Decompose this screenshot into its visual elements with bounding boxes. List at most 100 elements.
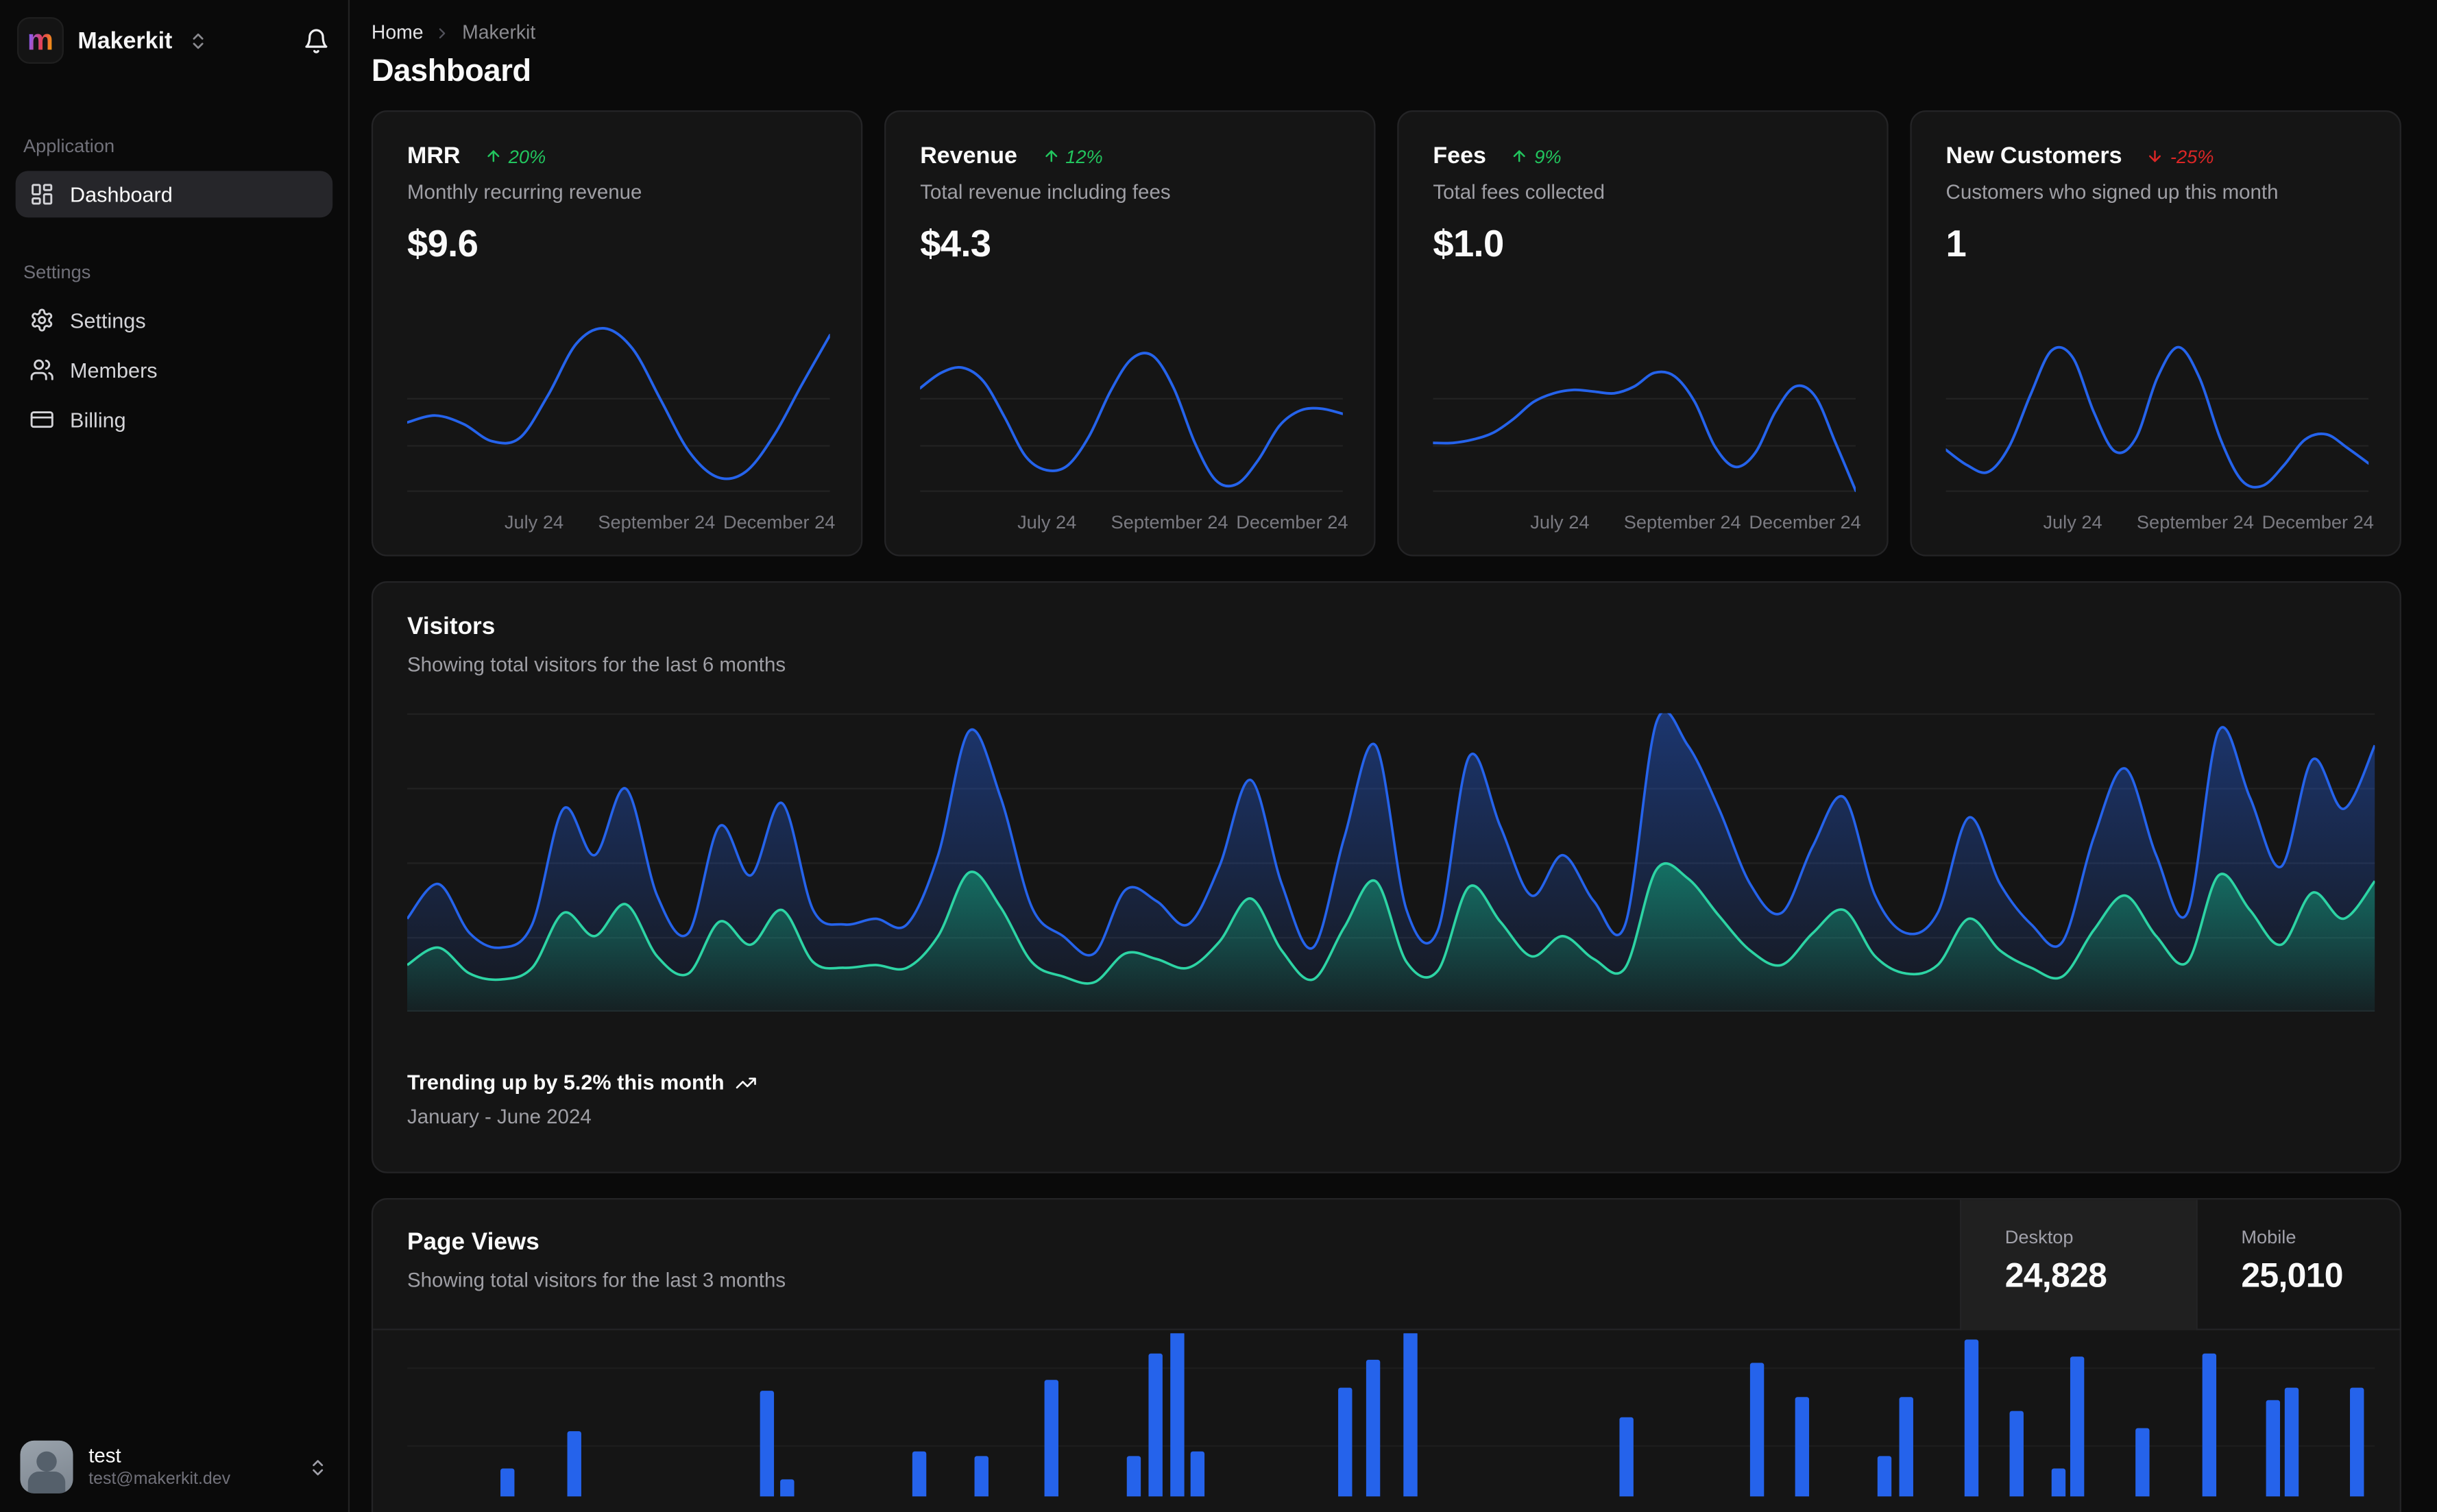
tab-desktop[interactable]: Desktop 24,828 — [1959, 1199, 2196, 1330]
trending-up-icon — [735, 1071, 757, 1093]
bar — [1749, 1363, 1765, 1497]
x-tick: December 24 — [2262, 511, 2374, 533]
bar — [2009, 1411, 2024, 1497]
trend-value: 12% — [1065, 145, 1103, 167]
bar — [2135, 1428, 2150, 1497]
sidebar-item-billing[interactable]: Billing — [16, 396, 333, 443]
trend-badge: 20% — [485, 145, 546, 167]
bar — [779, 1479, 795, 1497]
stat-subtitle: Monthly recurring revenue — [407, 180, 642, 204]
x-tick: September 24 — [1623, 511, 1741, 533]
page-views-title: Page Views — [407, 1229, 539, 1256]
stat-card-revenue: Revenue 12% Total revenue including fees… — [884, 110, 1376, 557]
workspace-name: Makerkit — [77, 27, 173, 54]
bar — [2285, 1387, 2299, 1497]
bar — [2070, 1356, 2085, 1497]
user-email: test@makerkit.dev — [88, 1470, 231, 1489]
visitors-card: Visitors Showing total visitors for the … — [371, 581, 2401, 1173]
bar — [760, 1390, 775, 1497]
stat-title: Fees — [1433, 143, 1486, 170]
avatar — [20, 1440, 73, 1493]
bell-icon[interactable] — [303, 27, 330, 54]
stat-cards-row: MRR 20% Monthly recurring revenue $9.6 J… — [371, 110, 2401, 557]
workspace-switcher[interactable]: m Makerkit — [0, 0, 348, 80]
stat-value: $4.3 — [920, 223, 991, 266]
page-views-bar-chart — [407, 1333, 2375, 1497]
bar — [912, 1452, 926, 1497]
tab-value: 25,010 — [2241, 1255, 2343, 1295]
bar — [567, 1431, 582, 1497]
page-views-subtitle: Showing total visitors for the last 3 mo… — [407, 1268, 786, 1292]
sidebar: m Makerkit Application Dashboard Setting… — [0, 0, 350, 1512]
trend-value: 9% — [1534, 145, 1562, 167]
tab-mobile[interactable]: Mobile 25,010 — [2196, 1199, 2400, 1330]
stat-card-new-customers: New Customers -25% Customers who signed … — [1910, 110, 2401, 557]
users-icon — [29, 357, 54, 382]
visitors-area-chart — [373, 713, 2399, 1012]
sidebar-item-label: Settings — [70, 308, 146, 332]
trend-value: 20% — [508, 145, 546, 167]
x-tick: July 24 — [1530, 511, 1590, 533]
bar — [1964, 1339, 1979, 1497]
sidebar-item-label: Members — [70, 358, 158, 382]
stat-title: Revenue — [920, 143, 1017, 170]
sidebar-nav: Application Dashboard Settings Settings — [0, 135, 348, 443]
stat-value: $1.0 — [1433, 223, 1504, 266]
visitors-title: Visitors — [407, 613, 496, 641]
breadcrumb: Home Makerkit — [372, 22, 2401, 44]
trend-badge: 12% — [1042, 145, 1103, 167]
x-tick: July 24 — [2043, 511, 2102, 533]
stat-card-mrr: MRR 20% Monthly recurring revenue $9.6 J… — [371, 110, 863, 557]
arrow-down-icon — [2147, 147, 2164, 164]
bar — [1403, 1333, 1418, 1497]
stat-subtitle: Total revenue including fees — [920, 180, 1171, 204]
bar — [2265, 1400, 2280, 1497]
trend-badge: -25% — [2147, 145, 2214, 167]
tab-label: Mobile — [2241, 1226, 2296, 1248]
chevron-right-icon — [434, 24, 451, 41]
bar — [500, 1469, 515, 1497]
sidebar-item-label: Billing — [70, 408, 126, 432]
bar — [1338, 1387, 1353, 1497]
tab-label: Desktop — [2004, 1226, 2074, 1248]
stat-value: $9.6 — [407, 223, 478, 266]
bar — [974, 1455, 989, 1497]
visitors-date-range: January - June 2024 — [407, 1104, 592, 1129]
chevrons-up-down-icon — [188, 30, 208, 50]
stat-subtitle: Total fees collected — [1433, 180, 1605, 204]
x-tick: December 24 — [723, 511, 836, 533]
sidebar-item-members[interactable]: Members — [16, 347, 333, 393]
page-views-card: Page Views Showing total visitors for th… — [371, 1198, 2401, 1512]
bar — [1899, 1397, 1914, 1497]
x-tick: December 24 — [1749, 511, 1861, 533]
bar — [1191, 1452, 1205, 1497]
nav-section-label: Application — [23, 135, 115, 157]
bar — [1148, 1352, 1162, 1497]
user-menu-trigger[interactable]: test test@makerkit.dev — [0, 1424, 348, 1512]
bar — [2051, 1469, 2065, 1497]
x-tick: September 24 — [1111, 511, 1228, 533]
breadcrumb-home-link[interactable]: Home — [371, 21, 424, 44]
trend-value: -25% — [2170, 145, 2214, 167]
stat-value: 1 — [1945, 223, 1967, 266]
chevrons-up-down-icon — [308, 1457, 328, 1477]
arrow-up-icon — [1042, 147, 1059, 164]
visitors-trend-text: Trending up by 5.2% this month — [407, 1071, 725, 1095]
user-name: test — [88, 1443, 121, 1467]
x-tick: July 24 — [504, 511, 564, 533]
breadcrumb-current: Makerkit — [462, 21, 536, 44]
x-tick: December 24 — [1236, 511, 1348, 533]
tab-value: 24,828 — [2004, 1255, 2107, 1295]
main-content: Home Makerkit Dashboard MRR 20% Monthly … — [350, 0, 2437, 1512]
bar — [1620, 1417, 1634, 1497]
sidebar-item-dashboard[interactable]: Dashboard — [15, 171, 333, 218]
gear-icon — [29, 308, 54, 332]
x-tick: September 24 — [2136, 511, 2254, 533]
x-tick: July 24 — [1017, 511, 1077, 533]
sidebar-item-label: Dashboard — [70, 182, 173, 206]
new-customers-sparkline-chart: July 24 September 24 December 24 — [1945, 314, 2374, 536]
visitors-subtitle: Showing total visitors for the last 6 mo… — [407, 653, 786, 676]
arrow-up-icon — [485, 147, 502, 164]
sidebar-item-settings[interactable]: Settings — [16, 297, 333, 343]
